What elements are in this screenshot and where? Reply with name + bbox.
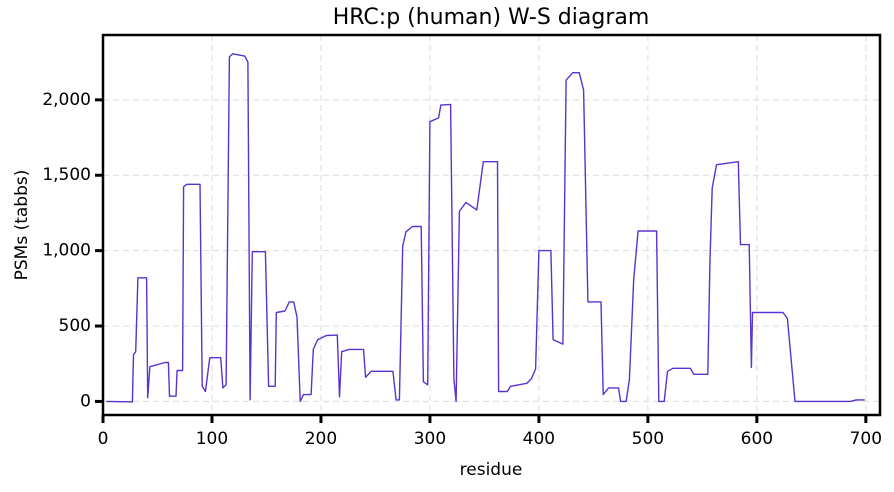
y-tick-label: 500 <box>59 316 91 336</box>
x-tick-label: 600 <box>741 429 773 449</box>
data-line <box>106 53 865 403</box>
chart-title: HRC:p (human) W-S diagram <box>333 5 650 30</box>
y-tick-label: 0 <box>80 391 91 411</box>
y-axis-label: PSMs (tabbs) <box>12 170 32 281</box>
x-tick-label: 400 <box>523 429 555 449</box>
x-tick-label: 200 <box>305 429 337 449</box>
y-tick-label: 1,500 <box>42 165 91 185</box>
x-tick-label: 100 <box>196 429 228 449</box>
x-tick-label: 300 <box>414 429 446 449</box>
x-tick-label: 700 <box>850 429 882 449</box>
y-tick-label: 2,000 <box>42 90 91 110</box>
plot-frame <box>101 33 882 417</box>
x-tick-label: 0 <box>98 429 109 449</box>
x-axis-label: residue <box>460 460 523 480</box>
x-tick-label: 500 <box>632 429 664 449</box>
y-tick-label: 1,000 <box>42 241 91 261</box>
